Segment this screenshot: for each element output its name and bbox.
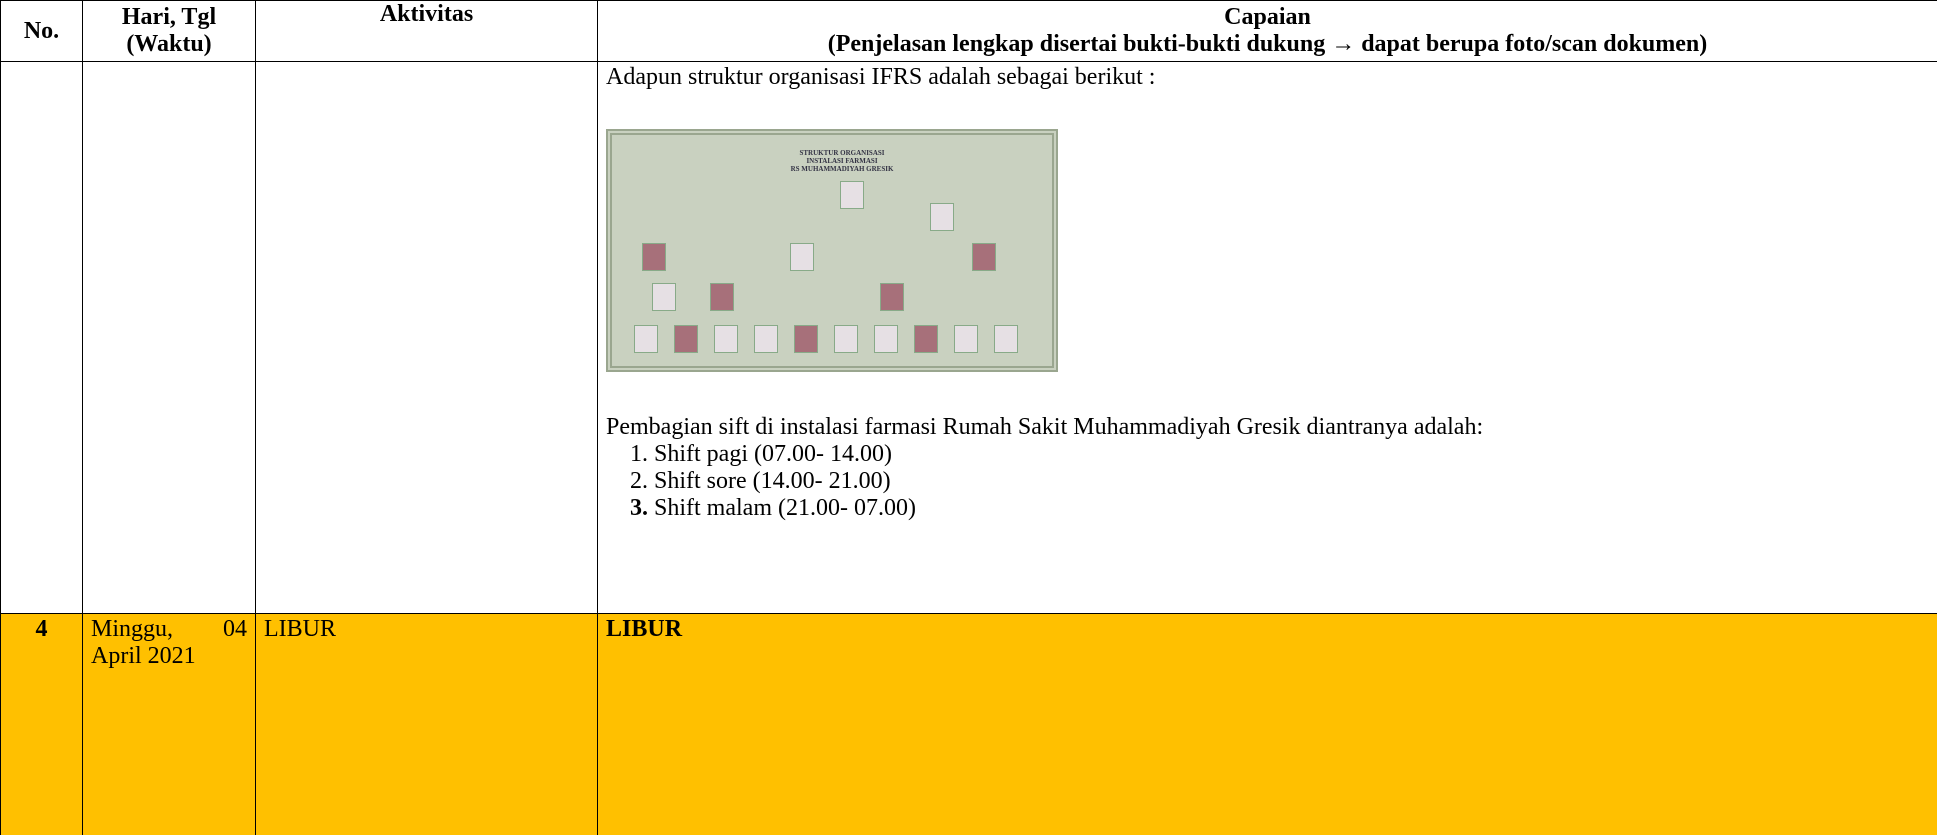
shift-item: Shift sore (14.00- 21.00) — [654, 468, 1929, 495]
photo-person — [954, 325, 978, 353]
header-row: No. Hari, Tgl (Waktu) Aktivitas Capaian (P… — [0, 0, 1937, 62]
photo-person — [994, 325, 1018, 353]
photo-person — [930, 203, 954, 231]
photo-person — [634, 325, 658, 353]
header-date-line: (Waktu) — [126, 31, 212, 57]
header-result-note: (Penjelasan lengkap disertai bukti-bukti… — [827, 31, 1708, 57]
photo-person — [794, 325, 818, 353]
cell-date: Minggu, 04 April 2021 — [82, 613, 256, 835]
header-no: No. — [0, 0, 83, 62]
photo-person — [674, 325, 698, 353]
shift-list: Shift pagi (07.00- 14.00) Shift sore (14… — [606, 441, 1929, 522]
header-date: Hari, Tgl (Waktu) — [82, 0, 256, 62]
cell-result: LIBUR — [597, 613, 1937, 835]
photo-person — [714, 325, 738, 353]
row: Adapun struktur organisasi IFRS adalah s… — [0, 61, 1937, 614]
shift-paragraph: Pembagian sift di instalasi farmasi Ruma… — [606, 414, 1484, 440]
header-result: Capaian (Penjelasan lengkap disertai bukt… — [597, 0, 1937, 62]
photo-person — [914, 325, 938, 353]
header-result-title: Capaian — [1224, 4, 1311, 30]
photo-person — [710, 283, 734, 311]
photo-title-line: STRUKTUR ORGANISASI — [799, 149, 885, 157]
header-activity: Aktivitas — [255, 0, 598, 62]
photo-person — [972, 243, 996, 271]
photo-title: STRUKTUR ORGANISASI INSTALASI FARMASI RS… — [762, 149, 922, 173]
shift-item: Shift malam (21.00- 07.00) — [654, 495, 1929, 522]
photo-person — [790, 243, 814, 271]
row: 4 Minggu, 04 April 2021 LIBUR LIBUR — [0, 613, 1937, 835]
header-date-line: Hari, Tgl — [121, 4, 217, 30]
photo-person — [880, 283, 904, 311]
intro-text: Adapun struktur organisasi IFRS adalah s… — [606, 64, 1156, 90]
cell-result: Adapun struktur organisasi IFRS adalah s… — [597, 61, 1937, 614]
cell-date — [82, 61, 256, 614]
org-chart-photo: STRUKTUR ORGANISASI INSTALASI FARMASI RS… — [606, 129, 1058, 372]
photo-person — [652, 283, 676, 311]
photo-person — [840, 181, 864, 209]
photo-title-line: RS MUHAMMADIYAH GRESIK — [790, 165, 894, 173]
photo-person — [834, 325, 858, 353]
cell-no — [0, 61, 83, 614]
photo-person — [642, 243, 666, 271]
cell-activity: LIBUR — [255, 613, 598, 835]
shift-item: Shift pagi (07.00- 14.00) — [654, 441, 1929, 468]
photo-person — [754, 325, 778, 353]
cell-no: 4 — [0, 613, 83, 835]
photo-title-line: INSTALASI FARMASI — [806, 157, 878, 165]
photo-person — [874, 325, 898, 353]
cell-activity — [255, 61, 598, 614]
